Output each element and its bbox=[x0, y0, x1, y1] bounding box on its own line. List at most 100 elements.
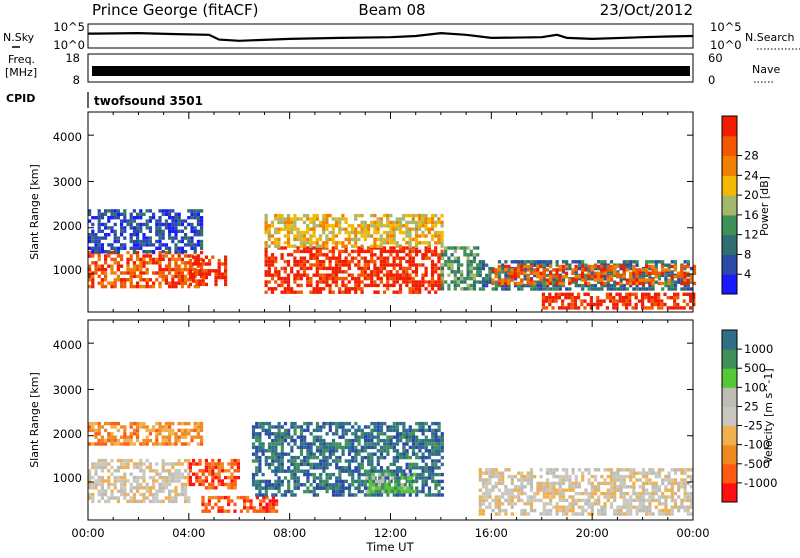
heatmap-cell bbox=[613, 508, 617, 513]
heatmap-cell bbox=[357, 224, 361, 228]
heatmap-cell bbox=[280, 432, 284, 436]
heatmap-cell bbox=[145, 278, 149, 282]
heatmap-cell bbox=[440, 283, 445, 288]
heatmap-cell bbox=[545, 502, 550, 506]
heatmap-cell bbox=[107, 250, 111, 254]
heatmap-cell bbox=[208, 272, 212, 276]
heatmap-cell bbox=[184, 264, 188, 268]
heatmap-cell bbox=[360, 466, 364, 470]
heatmap-cell bbox=[347, 253, 351, 257]
heatmap-cell bbox=[338, 445, 342, 450]
heatmap-cell bbox=[410, 486, 414, 490]
heatmap-cell bbox=[258, 442, 262, 446]
heatmap-cell bbox=[315, 445, 320, 450]
heatmap-cell bbox=[193, 226, 197, 230]
heatmap-cell bbox=[673, 498, 678, 503]
heatmap-cell bbox=[609, 292, 613, 296]
heatmap-cell bbox=[354, 213, 358, 218]
heatmap-cell bbox=[190, 428, 194, 433]
heatmap-cell bbox=[325, 273, 329, 277]
heatmap-cell bbox=[628, 296, 632, 300]
heatmap-cell bbox=[574, 270, 578, 274]
heatmap-cell bbox=[94, 442, 98, 446]
heatmap-cell bbox=[180, 442, 184, 446]
heatmap-cell bbox=[142, 469, 146, 473]
heatmap-cell bbox=[148, 236, 152, 240]
heatmap-cell bbox=[195, 269, 199, 273]
heatmap-cell bbox=[325, 466, 329, 470]
heatmap-cell bbox=[161, 274, 165, 279]
heatmap-cell bbox=[424, 479, 428, 484]
heatmap-cell bbox=[609, 485, 614, 489]
heatmap-cell bbox=[424, 449, 428, 453]
heatmap-cell bbox=[258, 438, 262, 443]
heatmap-cell bbox=[625, 508, 630, 513]
heatmap-cell bbox=[523, 485, 527, 489]
heatmap-cell bbox=[510, 512, 514, 516]
heatmap-cell bbox=[177, 281, 181, 285]
heatmap-cell bbox=[129, 482, 133, 487]
heatmap-cell bbox=[132, 216, 136, 220]
heatmap-cell bbox=[230, 475, 234, 480]
heatmap-cell bbox=[344, 432, 348, 436]
heatmap-cell bbox=[395, 276, 399, 281]
heatmap-cell bbox=[405, 449, 409, 453]
heatmap-cell bbox=[164, 222, 168, 227]
heatmap-cell bbox=[629, 263, 633, 267]
heatmap-cell bbox=[609, 283, 614, 288]
heatmap-cell bbox=[142, 278, 146, 282]
heatmap-cell bbox=[615, 292, 619, 296]
heatmap-cell bbox=[107, 482, 111, 487]
heatmap-cell bbox=[208, 462, 212, 466]
heatmap-cell bbox=[600, 474, 604, 479]
heatmap-cell bbox=[171, 499, 175, 504]
heatmap-cell bbox=[322, 244, 326, 248]
heatmap-cell bbox=[255, 472, 259, 477]
heatmap-cell bbox=[258, 493, 262, 497]
heatmap-cell bbox=[507, 264, 511, 269]
heatmap-cell bbox=[600, 260, 604, 264]
heatmap-cell bbox=[126, 438, 130, 443]
heatmap-cell bbox=[587, 481, 591, 486]
heatmap-cell bbox=[366, 283, 371, 288]
heatmap-cell bbox=[600, 275, 604, 279]
heatmap-cell bbox=[233, 458, 237, 463]
heatmap-cell bbox=[402, 432, 406, 436]
heatmap-cell bbox=[363, 237, 367, 242]
heatmap-cell bbox=[497, 478, 502, 482]
heatmap-cell bbox=[529, 260, 534, 264]
heatmap-cell bbox=[398, 220, 403, 225]
heatmap-cell bbox=[318, 280, 323, 284]
heatmap-cell bbox=[415, 442, 419, 446]
heatmap-cell bbox=[481, 280, 486, 284]
heatmap-cell bbox=[453, 276, 457, 281]
heatmap-cell bbox=[267, 486, 272, 490]
heatmap-cell bbox=[541, 299, 545, 303]
heatmap-cell bbox=[638, 471, 642, 475]
heatmap-cell bbox=[453, 259, 457, 264]
heatmap-cell bbox=[309, 452, 313, 456]
heatmap-cell bbox=[670, 488, 674, 492]
heatmap-cell bbox=[400, 489, 404, 494]
heatmap-cell bbox=[382, 273, 387, 277]
heatmap-cell bbox=[148, 438, 152, 443]
heatmap-cell bbox=[373, 452, 377, 456]
heatmap-cell bbox=[312, 452, 316, 456]
heatmap-cell bbox=[107, 438, 111, 443]
heatmap-cell bbox=[158, 274, 162, 279]
heatmap-cell bbox=[664, 502, 668, 506]
heatmap-cell bbox=[638, 495, 642, 499]
heatmap-cell bbox=[319, 449, 323, 453]
heatmap-cell bbox=[619, 281, 623, 286]
heatmap-cell bbox=[411, 270, 415, 274]
heatmap-cell bbox=[265, 509, 269, 513]
heatmap-cell bbox=[523, 491, 527, 496]
heatmap-cell bbox=[120, 281, 124, 285]
heatmap-cell bbox=[670, 508, 674, 513]
heatmap-cell bbox=[299, 249, 303, 254]
heatmap-cell bbox=[453, 246, 457, 250]
heatmap-cell bbox=[184, 435, 188, 439]
heatmap-cell bbox=[421, 486, 425, 490]
heatmap-cell bbox=[411, 445, 416, 450]
heatmap-cell bbox=[104, 428, 108, 433]
